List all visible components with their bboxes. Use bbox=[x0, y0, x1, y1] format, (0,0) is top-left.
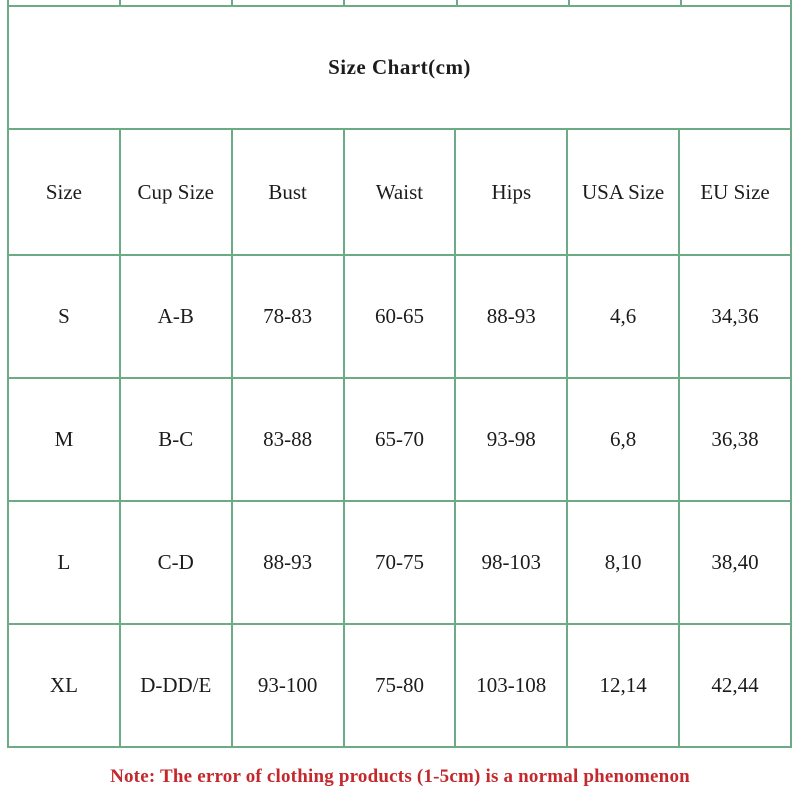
cell-usa-size: 4,6 bbox=[566, 254, 681, 379]
size-chart: Size Chart(cm) Size Cup Size Bust Waist … bbox=[7, 5, 792, 748]
cell-usa-size: 8,10 bbox=[566, 500, 681, 625]
cell-cup-size: D-DD/E bbox=[118, 623, 233, 748]
column-header-waist: Waist bbox=[342, 128, 457, 256]
cell-usa-size: 6,8 bbox=[566, 377, 681, 502]
cell-cup-size: C-D bbox=[118, 500, 233, 625]
bottom-note: Note: The error of clothing products (1-… bbox=[110, 766, 690, 787]
cell-hips: 93-98 bbox=[454, 377, 569, 502]
size-chart-table: Size Chart(cm) Size Cup Size Bust Waist … bbox=[7, 5, 792, 748]
column-header-usa-size: USA Size bbox=[566, 128, 681, 256]
column-divider-stub bbox=[7, 0, 9, 5]
cell-size: S bbox=[7, 254, 121, 379]
column-divider-stub bbox=[567, 0, 570, 5]
top-column-divider-stubs bbox=[7, 0, 792, 5]
cell-hips: 103-108 bbox=[454, 623, 569, 748]
page-title: Size Chart(cm) bbox=[7, 5, 792, 130]
cell-waist: 70-75 bbox=[342, 500, 457, 625]
cell-size: L bbox=[7, 500, 121, 625]
column-divider-stub bbox=[455, 0, 458, 5]
table-row-s: S A-B 78-83 60-65 88-93 4,6 34,36 bbox=[7, 254, 792, 379]
cell-size: XL bbox=[7, 623, 121, 748]
column-header-cup-size: Cup Size bbox=[118, 128, 233, 256]
table-row-l: L C-D 88-93 70-75 98-103 8,10 38,40 bbox=[7, 500, 792, 625]
column-divider-stub bbox=[343, 0, 346, 5]
cell-bust: 88-93 bbox=[230, 500, 345, 625]
column-divider-stub bbox=[679, 0, 682, 5]
cell-waist: 65-70 bbox=[342, 377, 457, 502]
cell-eu-size: 36,38 bbox=[678, 377, 792, 502]
cell-eu-size: 38,40 bbox=[678, 500, 792, 625]
cell-hips: 98-103 bbox=[454, 500, 569, 625]
cell-bust: 93-100 bbox=[230, 623, 345, 748]
column-header-eu-size: EU Size bbox=[678, 128, 792, 256]
cell-bust: 78-83 bbox=[230, 254, 345, 379]
cell-size: M bbox=[7, 377, 121, 502]
cell-waist: 60-65 bbox=[342, 254, 457, 379]
cell-hips: 88-93 bbox=[454, 254, 569, 379]
column-header-hips: Hips bbox=[454, 128, 569, 256]
title-row: Size Chart(cm) bbox=[7, 5, 792, 130]
cell-eu-size: 34,36 bbox=[678, 254, 792, 379]
column-header-bust: Bust bbox=[230, 128, 345, 256]
column-divider-stub bbox=[790, 0, 792, 5]
column-header-size: Size bbox=[7, 128, 121, 256]
cell-bust: 83-88 bbox=[230, 377, 345, 502]
cell-usa-size: 12,14 bbox=[566, 623, 681, 748]
cell-cup-size: A-B bbox=[118, 254, 233, 379]
column-divider-stub bbox=[231, 0, 234, 5]
column-divider-stub bbox=[119, 0, 122, 5]
table-row-m: M B-C 83-88 65-70 93-98 6,8 36,38 bbox=[7, 377, 792, 502]
cell-waist: 75-80 bbox=[342, 623, 457, 748]
table-row-xl: XL D-DD/E 93-100 75-80 103-108 12,14 42,… bbox=[7, 623, 792, 748]
header-row: Size Cup Size Bust Waist Hips USA Size E… bbox=[7, 128, 792, 256]
cell-cup-size: B-C bbox=[118, 377, 233, 502]
cell-eu-size: 42,44 bbox=[678, 623, 792, 748]
